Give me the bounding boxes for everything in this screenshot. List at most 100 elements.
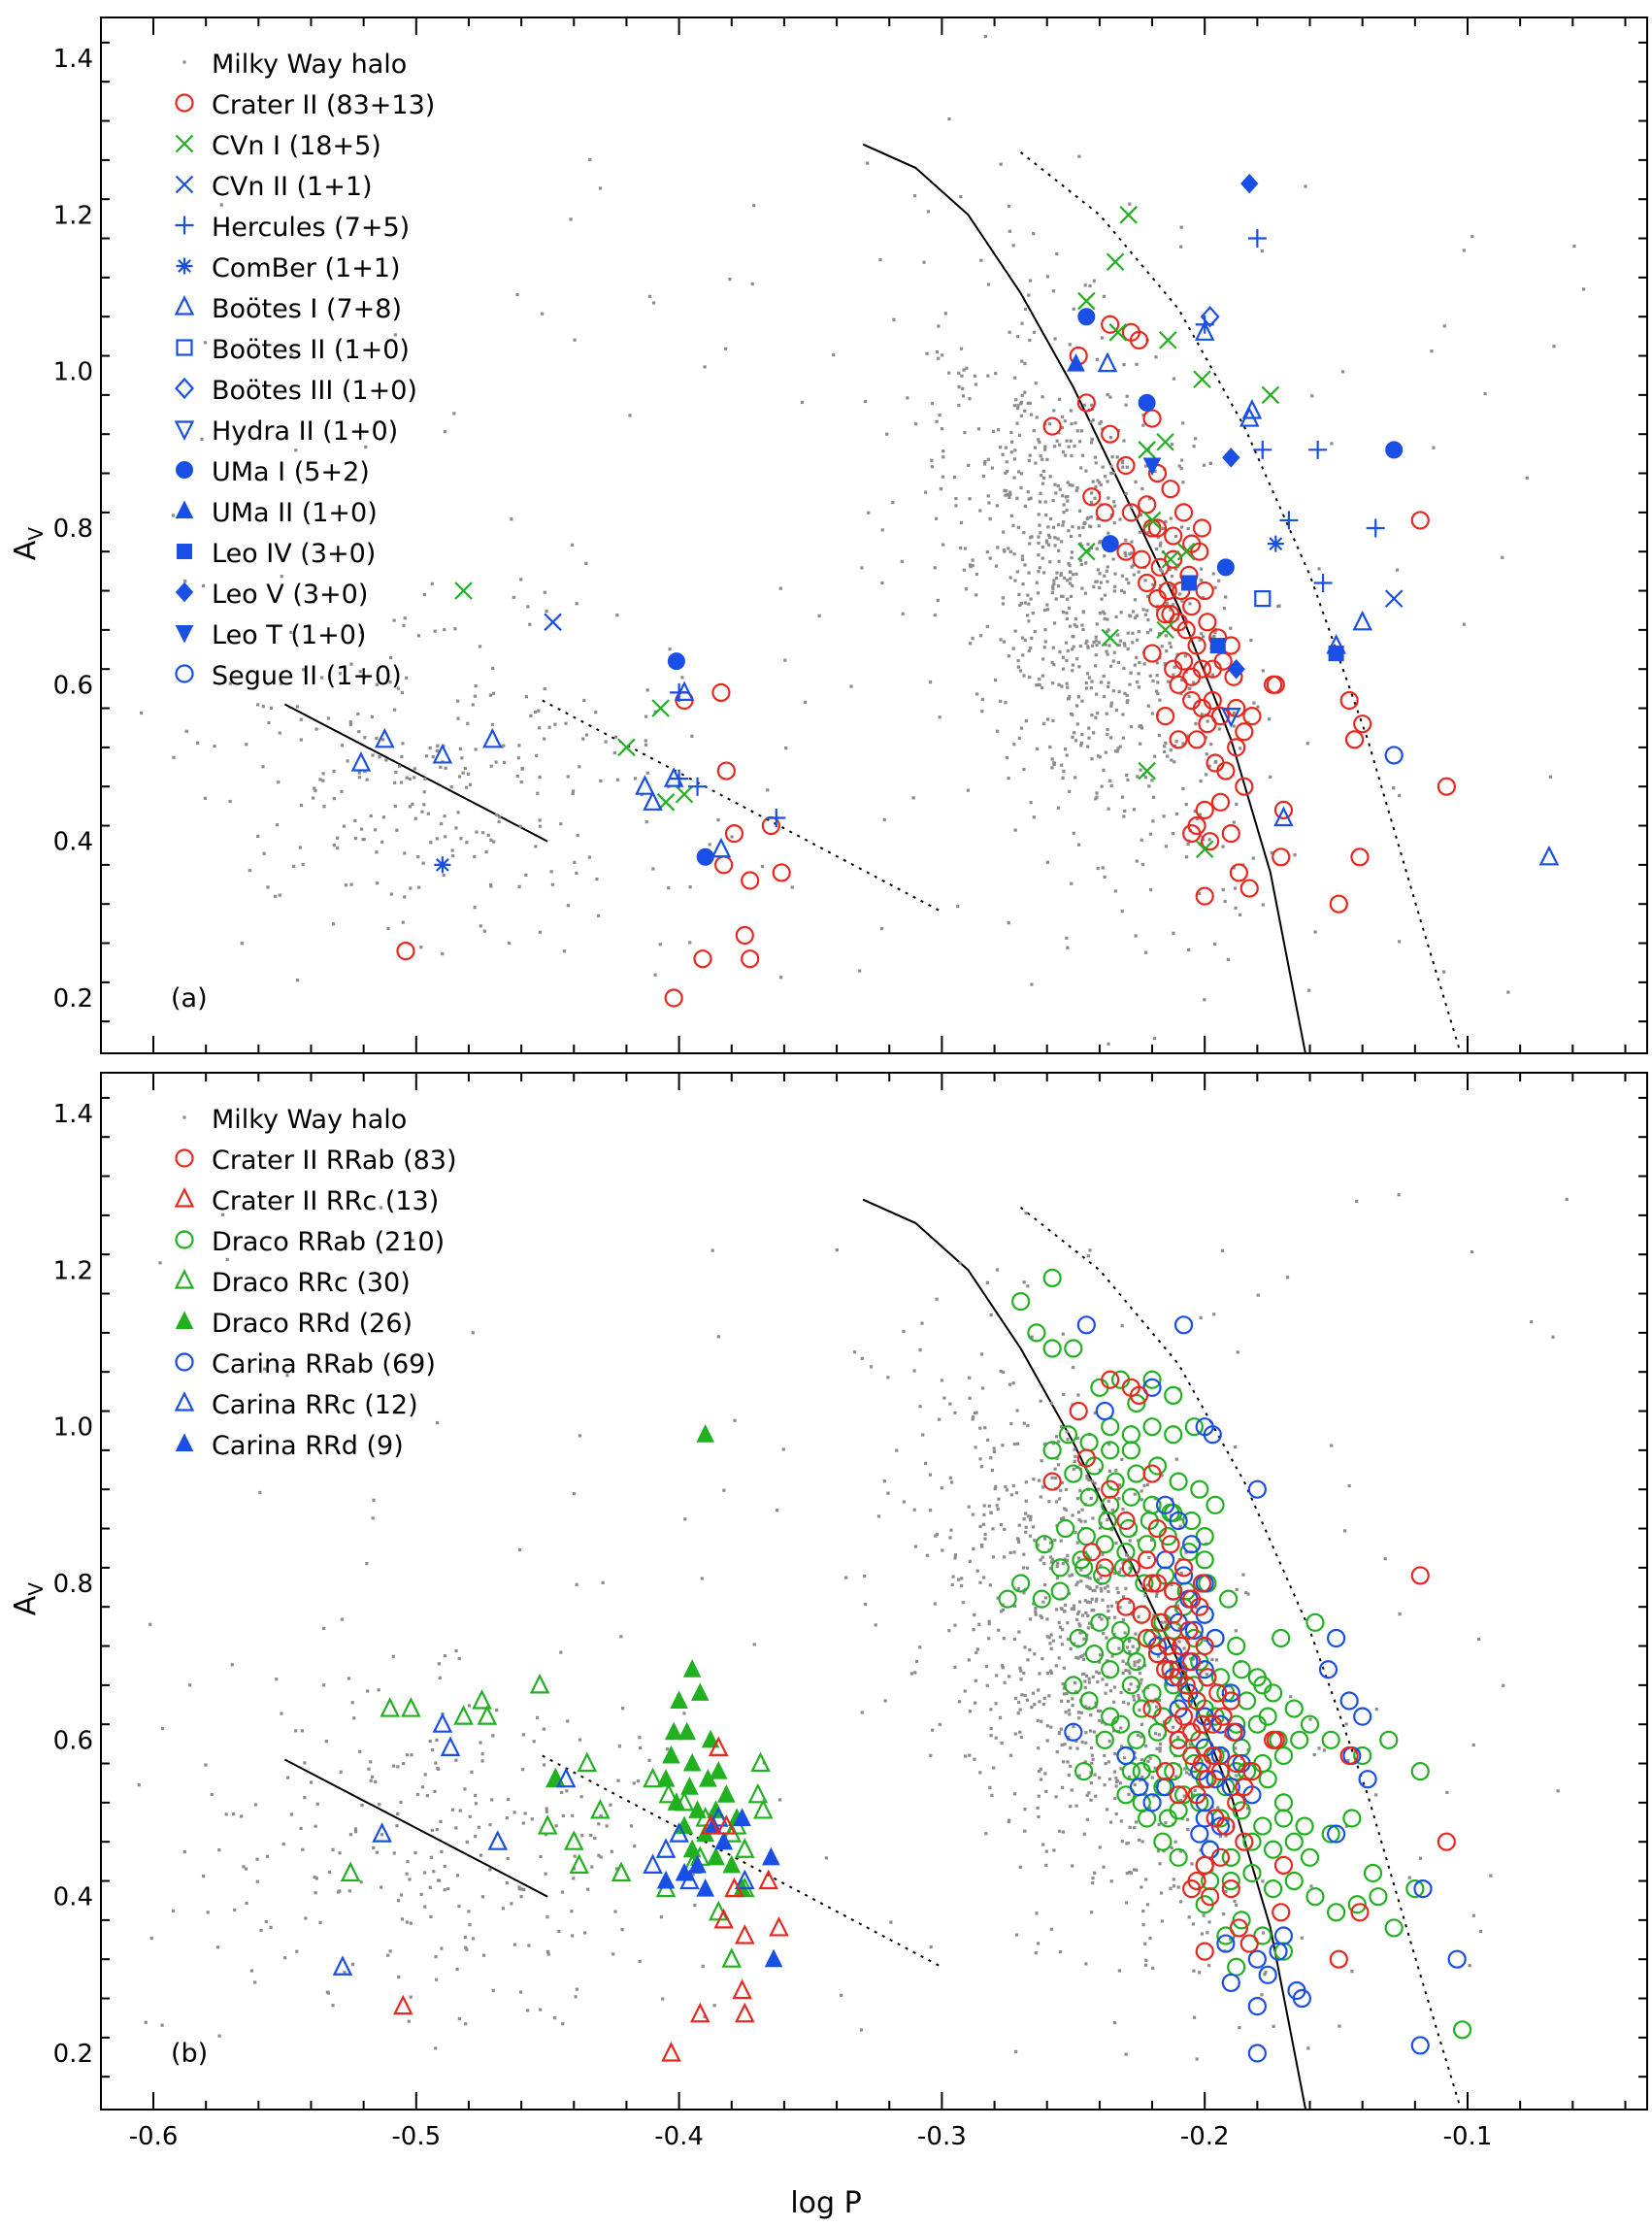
halo-point <box>1104 643 1107 647</box>
halo-point <box>588 157 592 162</box>
halo-point <box>1008 330 1011 334</box>
halo-point <box>1091 731 1096 735</box>
data-point <box>1279 511 1299 530</box>
halo-point <box>1075 1436 1080 1441</box>
halo-point <box>1264 1971 1268 1975</box>
data-point <box>1410 511 1430 530</box>
halo-point <box>959 1583 964 1588</box>
legend-label: Carina RRd (9) <box>212 1431 404 1461</box>
halo-point <box>543 686 546 691</box>
halo-point <box>804 700 808 705</box>
data-point <box>713 1908 734 1929</box>
halo-point <box>1094 715 1098 719</box>
halo-point <box>294 449 298 452</box>
halo-point <box>1075 1746 1079 1750</box>
data-point <box>643 1767 663 1788</box>
data-point <box>1384 589 1404 608</box>
halo-point <box>1102 1631 1106 1636</box>
halo-point <box>1090 1597 1094 1601</box>
halo-point <box>1065 936 1069 940</box>
data-point <box>696 1424 714 1443</box>
halo-point <box>1187 1773 1192 1777</box>
halo-point <box>1300 1936 1304 1940</box>
data-point <box>1190 542 1209 561</box>
halo-point <box>1061 494 1065 498</box>
halo-point <box>299 1826 303 1830</box>
data-point <box>709 1760 728 1779</box>
halo-point <box>1090 757 1094 761</box>
data-point <box>577 1751 598 1773</box>
halo-point <box>1111 659 1115 663</box>
halo-point <box>389 892 394 896</box>
halo-point <box>1181 421 1185 425</box>
data-point <box>1538 845 1560 866</box>
halo-point <box>543 737 546 741</box>
data-point <box>1032 1589 1051 1609</box>
halo-point <box>467 1910 471 1913</box>
halo-point <box>987 1637 991 1641</box>
halo-point <box>459 837 463 841</box>
data-point <box>1242 1761 1262 1781</box>
halo-point <box>991 1527 995 1531</box>
data-point <box>1121 1487 1140 1507</box>
halo-point <box>1050 660 1054 665</box>
halo-point <box>1118 639 1122 643</box>
halo-point <box>1039 491 1042 495</box>
halo-point <box>1124 1669 1128 1673</box>
halo-point <box>210 1792 214 1797</box>
halo-point <box>1081 1657 1086 1662</box>
data-points <box>332 1268 1472 2063</box>
legend-item: UMa II (1+0) <box>175 498 378 528</box>
halo-point <box>258 1490 262 1495</box>
halo-point <box>1062 1516 1066 1520</box>
legend-label: CVn II (1+1) <box>212 172 373 202</box>
halo-point <box>331 922 336 926</box>
legend-item: Crater II RRc (13) <box>174 1186 439 1216</box>
halo-point <box>609 1803 612 1807</box>
halo-point <box>1056 537 1060 541</box>
legend-item: Carina RRc (12) <box>174 1390 418 1420</box>
halo-point <box>456 716 460 720</box>
data-point <box>1187 1691 1206 1711</box>
halo-point <box>1108 1820 1113 1824</box>
y-tick-label: 0.8 <box>53 1570 93 1599</box>
halo-point <box>1029 536 1033 540</box>
halo-point <box>1030 636 1034 641</box>
halo-point <box>1026 1514 1031 1518</box>
halo-point <box>1177 1626 1181 1630</box>
halo-point <box>1120 1457 1124 1462</box>
halo-point <box>1091 480 1095 483</box>
halo-point <box>1066 1438 1070 1442</box>
halo-point <box>1131 641 1135 645</box>
data-point <box>1129 1385 1149 1406</box>
halo-point <box>1330 442 1334 446</box>
halo-point <box>510 1902 513 1906</box>
dotted-line <box>542 1754 942 1969</box>
halo-point <box>295 978 300 982</box>
halo-point <box>925 1553 929 1557</box>
halo-point <box>299 717 303 721</box>
halo-point <box>918 1645 922 1649</box>
halo-point <box>1058 1625 1062 1629</box>
halo-point <box>396 1899 401 1903</box>
halo-point <box>220 1213 225 1216</box>
halo-point <box>1062 511 1066 515</box>
halo-point <box>408 805 413 809</box>
halo-point <box>1051 289 1056 293</box>
halo-point <box>1069 577 1073 581</box>
halo-point <box>1077 509 1082 513</box>
data-point <box>1292 1988 1311 2009</box>
halo-point <box>253 1980 257 1984</box>
halo-point <box>1355 1199 1359 1204</box>
halo-point <box>1057 1620 1061 1625</box>
halo-point <box>1045 275 1050 279</box>
halo-point <box>394 771 398 775</box>
halo-point <box>1193 809 1197 814</box>
data-point <box>752 1798 774 1819</box>
halo-point <box>457 1656 461 1661</box>
halo-point <box>1088 1248 1092 1252</box>
halo-point <box>570 1910 574 1913</box>
halo-point <box>149 1622 152 1626</box>
data-point <box>453 1705 474 1725</box>
halo-point <box>580 1834 584 1838</box>
